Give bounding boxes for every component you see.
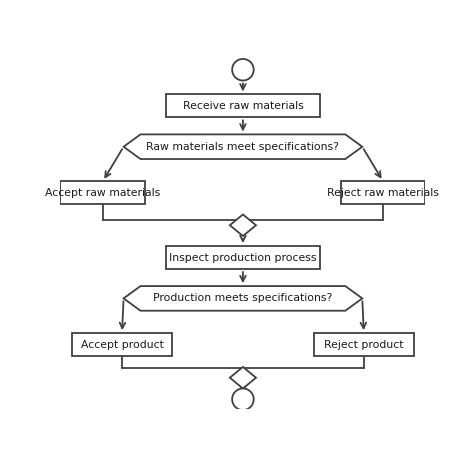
Circle shape [232, 388, 254, 410]
FancyBboxPatch shape [314, 333, 414, 356]
Text: Raw materials meet specifications?: Raw materials meet specifications? [146, 142, 339, 152]
Polygon shape [230, 214, 256, 236]
Text: Accept product: Accept product [81, 340, 164, 350]
Polygon shape [124, 286, 362, 311]
Polygon shape [124, 134, 362, 159]
Text: Reject raw materials: Reject raw materials [327, 188, 439, 198]
FancyBboxPatch shape [72, 333, 172, 356]
Text: Inspect production process: Inspect production process [169, 252, 317, 263]
Text: Receive raw materials: Receive raw materials [182, 101, 303, 111]
FancyBboxPatch shape [341, 181, 425, 204]
Text: Accept raw materials: Accept raw materials [45, 188, 160, 198]
FancyBboxPatch shape [166, 95, 320, 118]
FancyBboxPatch shape [61, 181, 145, 204]
Polygon shape [230, 367, 256, 388]
Text: Reject product: Reject product [324, 340, 403, 350]
Text: Production meets specifications?: Production meets specifications? [153, 293, 333, 303]
Circle shape [232, 59, 254, 80]
FancyBboxPatch shape [166, 246, 320, 269]
